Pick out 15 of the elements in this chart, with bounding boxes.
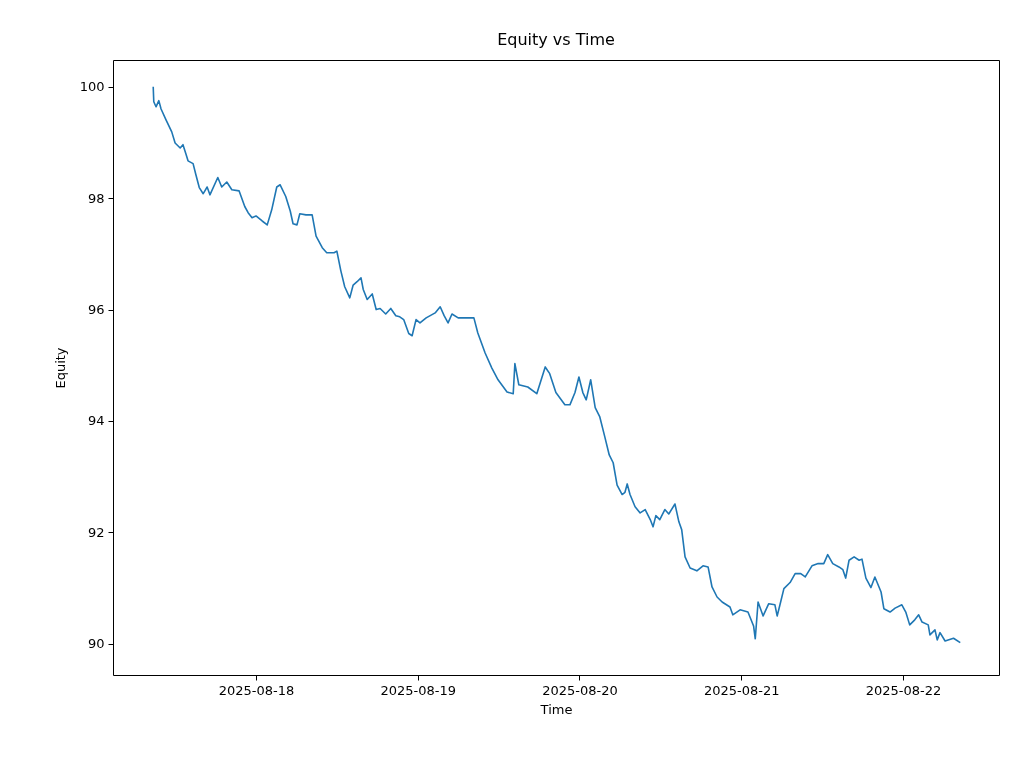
y-tick-label: 96 xyxy=(87,302,105,318)
x-tick-label: 2025-08-18 xyxy=(218,682,295,698)
chart-title: Equity vs Time xyxy=(497,30,615,49)
x-tick-label: 2025-08-19 xyxy=(380,682,457,698)
y-tick-label: 94 xyxy=(87,413,105,429)
y-tick-label: 98 xyxy=(87,190,105,206)
x-tick-label: 2025-08-22 xyxy=(865,682,942,698)
y-axis-title: Equity xyxy=(52,347,68,389)
x-axis-title: Time xyxy=(539,701,573,717)
y-tick-label: 92 xyxy=(87,524,105,540)
y-tick-label: 90 xyxy=(87,636,105,652)
y-tick-label: 100 xyxy=(79,79,105,95)
x-tick-label: 2025-08-21 xyxy=(703,682,780,698)
line-series xyxy=(152,85,962,644)
x-tick-label: 2025-08-20 xyxy=(542,682,618,698)
